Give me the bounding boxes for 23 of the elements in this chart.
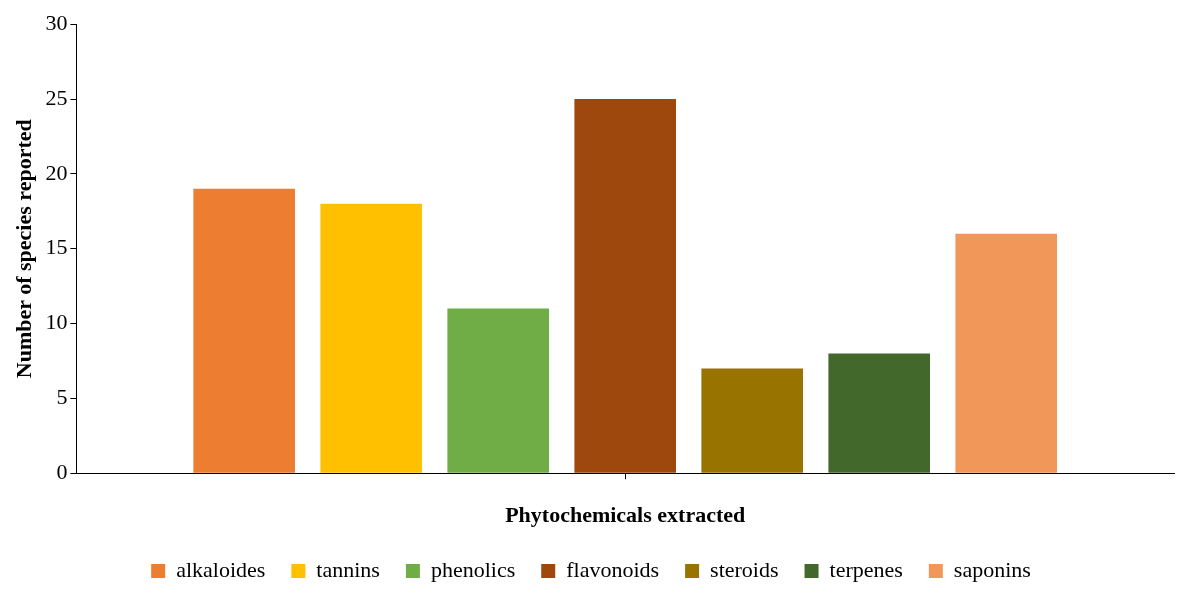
y-tick-label: 0 [56, 458, 68, 484]
legend-label: alkaloides [176, 556, 266, 582]
legend-label: terpenes [829, 556, 903, 582]
y-tick-label: 15 [45, 234, 68, 260]
bar [955, 233, 1058, 473]
legend-label: tannins [316, 556, 380, 582]
bar [193, 188, 295, 473]
bar [701, 368, 804, 473]
y-tick-label: 25 [45, 84, 68, 110]
legend-label: steroids [710, 556, 779, 582]
x-axis-title: Phytochemicals extracted [505, 502, 746, 528]
bar [828, 353, 931, 473]
legend-label: saponins [953, 556, 1031, 582]
legend-label: flavonoids [566, 556, 660, 582]
legend-label: phenolics [430, 556, 516, 582]
y-axis-title: Number of species reported [10, 119, 36, 379]
bar [447, 308, 549, 473]
bar [320, 203, 422, 473]
y-tick-label: 30 [45, 9, 68, 35]
y-tick-label: 10 [45, 309, 68, 335]
bar [574, 99, 676, 473]
y-tick-label: 20 [45, 159, 68, 185]
y-tick-label: 5 [56, 384, 68, 410]
